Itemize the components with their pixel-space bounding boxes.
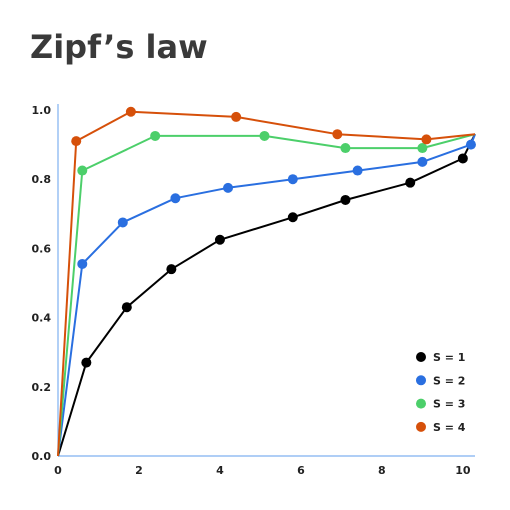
data-point-s1 bbox=[121, 302, 132, 313]
data-point-s1 bbox=[287, 212, 298, 223]
data-point-s1 bbox=[405, 177, 416, 188]
series-line-1 bbox=[57, 133, 476, 457]
legend-marker bbox=[416, 375, 426, 386]
x-tick-label: 8 bbox=[378, 464, 386, 477]
data-point-s3 bbox=[417, 143, 428, 154]
y-tick-label: 0.8 bbox=[32, 173, 52, 186]
x-tick-label: 2 bbox=[135, 464, 143, 477]
data-point-s2 bbox=[223, 182, 234, 193]
legend-label: S = 3 bbox=[433, 398, 465, 411]
chart-title: Zipf’s law bbox=[30, 28, 208, 66]
data-point-s2 bbox=[352, 165, 363, 176]
data-point-s4 bbox=[71, 136, 82, 147]
data-point-s4 bbox=[421, 134, 432, 145]
data-point-s3 bbox=[259, 130, 270, 141]
legend-label: S = 4 bbox=[433, 421, 466, 434]
data-point-s4 bbox=[332, 129, 343, 140]
legend-label: S = 1 bbox=[433, 351, 465, 364]
data-point-s2 bbox=[117, 217, 128, 228]
data-point-s4 bbox=[231, 111, 242, 122]
data-point-s2 bbox=[287, 174, 298, 185]
x-tick-label: 10 bbox=[455, 464, 471, 477]
y-tick-label: 0.6 bbox=[32, 242, 52, 255]
y-tick-label: 0.2 bbox=[32, 381, 52, 394]
data-point-s2 bbox=[77, 258, 88, 269]
x-tick-label: 4 bbox=[216, 464, 224, 477]
y-tick-label: 0.4 bbox=[32, 312, 52, 325]
data-point-s2 bbox=[417, 156, 428, 167]
y-tick-label: 0.0 bbox=[32, 450, 52, 463]
legend-marker bbox=[416, 352, 426, 362]
legend-marker bbox=[416, 421, 426, 432]
x-tick-label: 6 bbox=[297, 464, 305, 477]
legend-marker bbox=[416, 398, 426, 409]
data-point-s1 bbox=[340, 194, 351, 205]
data-point-s1 bbox=[81, 357, 92, 368]
data-point-s3 bbox=[150, 130, 161, 141]
series-line-2 bbox=[57, 133, 476, 457]
data-point-s1 bbox=[457, 153, 468, 164]
y-tick-label: 1.0 bbox=[32, 104, 52, 117]
data-point-s2 bbox=[170, 193, 181, 204]
data-point-s3 bbox=[340, 143, 351, 154]
legend-label: S = 2 bbox=[433, 374, 465, 387]
data-point-s4 bbox=[125, 106, 136, 117]
data-point-s2 bbox=[465, 139, 476, 150]
data-point-s1 bbox=[214, 234, 225, 245]
data-point-s1 bbox=[166, 264, 177, 275]
x-tick-label: 0 bbox=[54, 464, 62, 477]
data-point-s3 bbox=[77, 165, 88, 176]
